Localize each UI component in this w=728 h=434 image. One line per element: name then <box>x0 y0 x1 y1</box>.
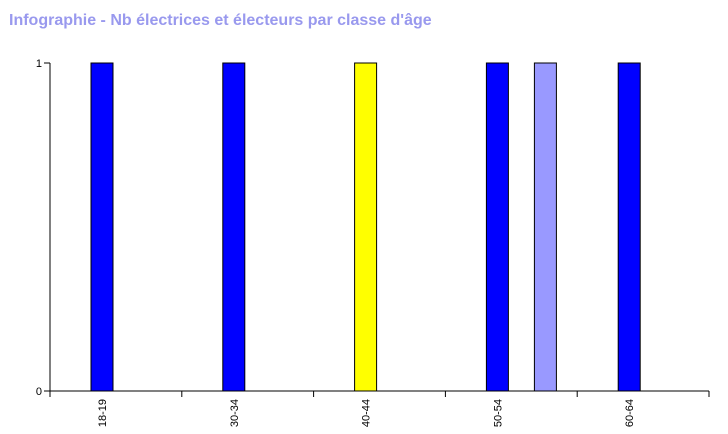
chart-title: Infographie - Nb électrices et électeurs… <box>9 12 432 29</box>
bar-50-54-1 <box>533 62 557 392</box>
x-tick-label-40-44: 40-44 <box>361 399 373 427</box>
bar-30-34-0 <box>222 62 246 392</box>
bar-18-19-0 <box>90 62 114 392</box>
y-tick-label-1: 1 <box>36 58 42 70</box>
x-tick-label-18-19: 18-19 <box>97 399 109 427</box>
bar-60-64-0 <box>617 62 641 392</box>
ticks-layer: 0 1 18-19 30-34 40-44 50-54 60-64 <box>36 58 710 427</box>
y-tick-label-0: 0 <box>36 386 42 398</box>
x-tick-label-50-54: 50-54 <box>492 399 504 427</box>
bars-layer <box>90 62 641 392</box>
bar-50-54-0 <box>485 62 509 392</box>
x-tick-label-30-34: 30-34 <box>229 399 241 427</box>
x-tick-label-60-64: 60-64 <box>624 399 636 427</box>
bar-40-44-0 <box>354 62 378 392</box>
